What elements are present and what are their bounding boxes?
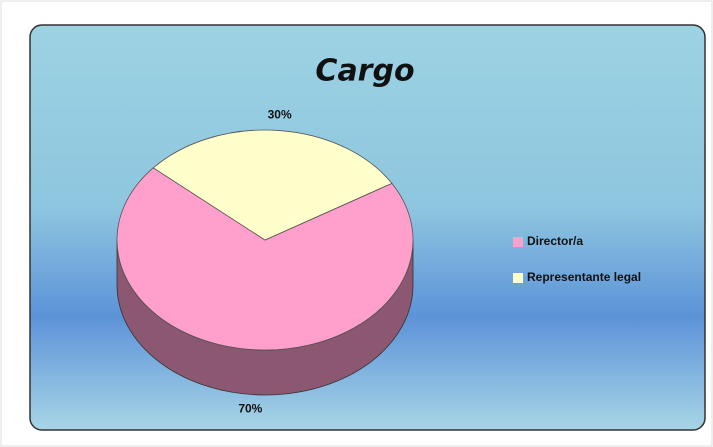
legend-label: Director/a [527, 234, 583, 248]
slice [116, 167, 414, 351]
legend-swatch [513, 273, 523, 283]
data-label: 30% [268, 108, 292, 122]
legend-swatch [513, 237, 523, 247]
chart-title: Cargo [315, 54, 414, 89]
legend-label: Representante legal [527, 270, 641, 284]
slice [152, 129, 393, 241]
data-label: 70% [238, 402, 262, 416]
